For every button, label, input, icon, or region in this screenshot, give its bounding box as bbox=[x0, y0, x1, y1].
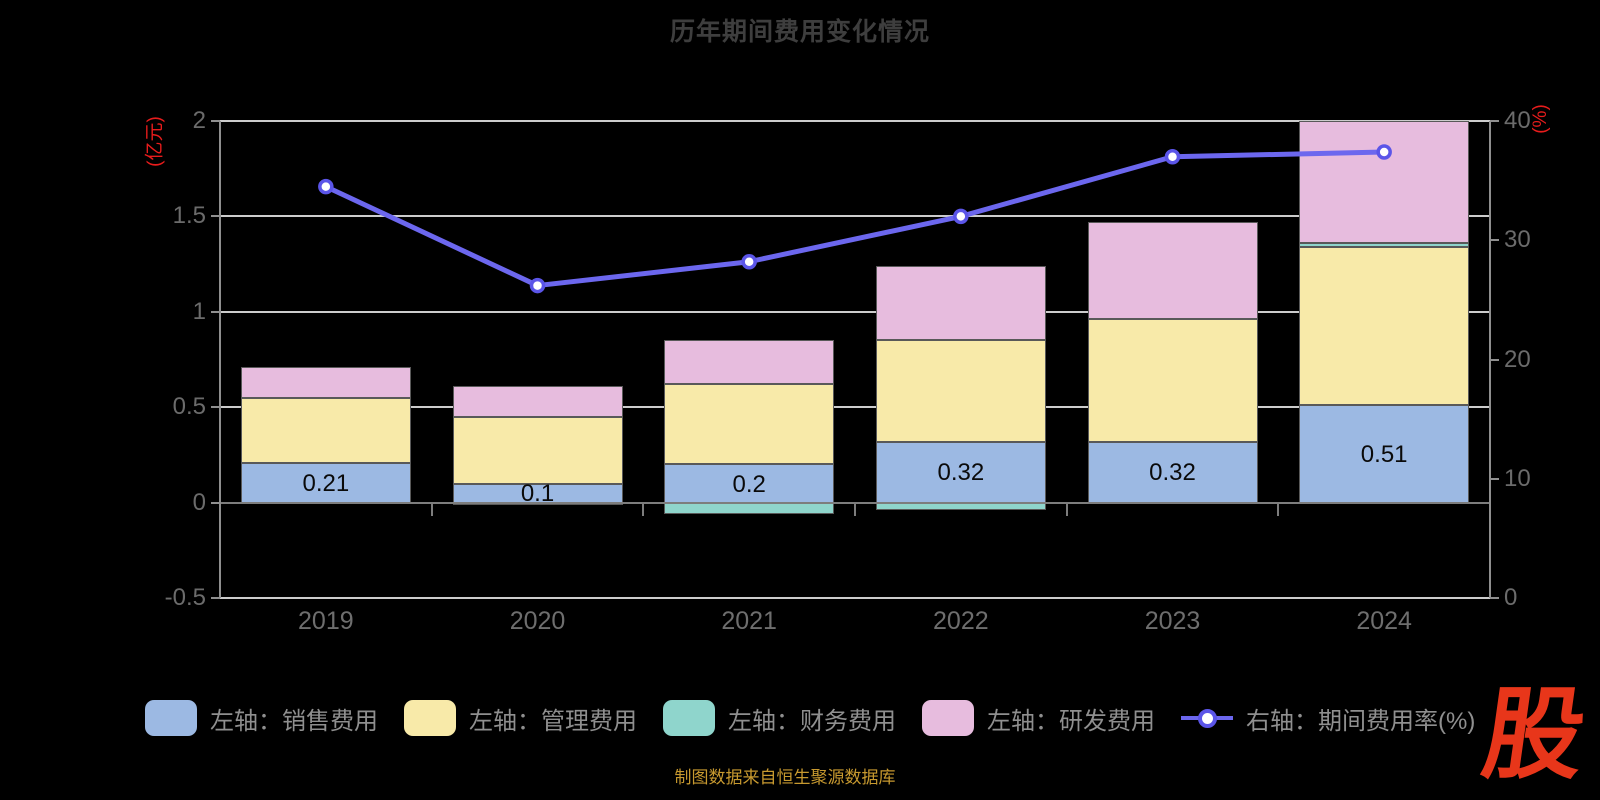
x-axis-tick bbox=[1277, 502, 1280, 516]
bar-segment[interactable] bbox=[240, 397, 411, 463]
x-axis-tick bbox=[1065, 502, 1068, 516]
x-axis-category-label: 2024 bbox=[1356, 607, 1412, 635]
right-axis-tick-label: 10 bbox=[1504, 464, 1531, 492]
bar-segment[interactable] bbox=[664, 384, 835, 465]
rnd-legend-swatch bbox=[922, 700, 974, 736]
legend-label: 左轴：研发费用 bbox=[987, 707, 1155, 735]
gridline bbox=[220, 215, 1490, 218]
line-data-point[interactable] bbox=[1164, 149, 1181, 165]
x-axis-category-label: 2022 bbox=[933, 607, 989, 635]
left-axis-tick-label: 0 bbox=[192, 488, 206, 516]
sales-legend-swatch bbox=[145, 700, 197, 736]
legend-item-sales[interactable]: 左轴：销售费用 bbox=[145, 700, 378, 736]
legend-item-finance[interactable]: 左轴：财务费用 bbox=[663, 700, 896, 736]
bar-segment[interactable] bbox=[452, 386, 623, 417]
management-legend-swatch bbox=[404, 700, 456, 736]
x-axis-tick bbox=[642, 502, 645, 516]
right-axis-tick-label: 30 bbox=[1504, 226, 1531, 254]
x-axis-category-label: 2021 bbox=[721, 607, 777, 635]
left-axis-tick-label: 0.5 bbox=[172, 393, 206, 421]
line-data-point[interactable] bbox=[1376, 144, 1392, 160]
right-axis-tick-label: 40 bbox=[1504, 107, 1531, 134]
legend-label: 右轴：期间费用率(%) bbox=[1246, 707, 1476, 735]
data-source-note: 制图数据来自恒生聚源数据库 bbox=[674, 768, 896, 787]
legend-label: 左轴：财务费用 bbox=[728, 707, 896, 735]
left-axis-line bbox=[219, 121, 221, 598]
bar-segment[interactable] bbox=[1087, 441, 1258, 503]
left-axis-tick bbox=[211, 310, 220, 313]
line-data-point[interactable] bbox=[529, 277, 546, 294]
right-axis-tick-label: 0 bbox=[1504, 584, 1518, 611]
gridline bbox=[220, 597, 1490, 599]
line-data-point[interactable] bbox=[953, 208, 969, 225]
bar-value-label: 0.21 bbox=[302, 469, 350, 497]
left-axis-tick-label: 1.5 bbox=[172, 202, 206, 230]
bar-segment[interactable] bbox=[1299, 121, 1470, 244]
right-axis-tick bbox=[1490, 120, 1499, 122]
bar-value-label: 0.32 bbox=[937, 459, 985, 487]
bar-value-label: 0.51 bbox=[1360, 440, 1408, 468]
right-axis-tick bbox=[1490, 597, 1499, 599]
x-axis-category-label: 2019 bbox=[298, 607, 354, 635]
left-axis-tick-label: 1 bbox=[192, 297, 206, 325]
x-axis-category-label: 2020 bbox=[509, 607, 566, 635]
expense-ratio-line bbox=[324, 149, 1385, 289]
chart-title: 历年期间费用变化情况 bbox=[669, 18, 930, 46]
bar-segment[interactable] bbox=[875, 441, 1046, 503]
x-axis-category-label: 2023 bbox=[1144, 607, 1201, 635]
legend-item-rnd[interactable]: 左轴：研发费用 bbox=[922, 700, 1155, 736]
right-axis-tick bbox=[1490, 358, 1499, 361]
bar-segment[interactable] bbox=[875, 266, 1046, 341]
left-axis-tick-label: -0.5 bbox=[164, 584, 206, 611]
x-axis-tick bbox=[430, 502, 433, 516]
x-axis-tick bbox=[854, 502, 856, 516]
bar-segment[interactable] bbox=[452, 416, 623, 484]
legend-item-management[interactable]: 左轴：管理费用 bbox=[404, 700, 637, 736]
legend-label: 左轴：管理费用 bbox=[469, 707, 637, 735]
left-axis-tick bbox=[211, 501, 220, 504]
left-axis-tick bbox=[211, 215, 220, 218]
right-axis-tick bbox=[1490, 477, 1499, 480]
line-data-point[interactable] bbox=[318, 178, 334, 195]
bar-segment[interactable] bbox=[1299, 243, 1470, 247]
finance-legend-swatch bbox=[663, 700, 715, 736]
bar-value-label: 0.2 bbox=[732, 470, 766, 498]
gridline bbox=[220, 310, 1490, 313]
left-axis-tick bbox=[211, 406, 220, 409]
legend-item-expense-ratio[interactable]: 右轴：期间费用率(%) bbox=[1181, 700, 1475, 736]
left-axis-tick bbox=[211, 597, 220, 599]
left-axis-tick-label: 2 bbox=[192, 107, 206, 134]
legend: 左轴：销售费用 左轴：管理费用 左轴：财务费用 左轴：研发费用 右轴：期间费用率… bbox=[145, 700, 1475, 736]
bar-segment[interactable] bbox=[1087, 319, 1258, 442]
right-axis-tick-label: 20 bbox=[1504, 345, 1531, 373]
stock-logo: 股 bbox=[1476, 679, 1592, 791]
bar-segment[interactable] bbox=[1299, 246, 1470, 406]
right-axis-tick bbox=[1490, 239, 1499, 242]
bar-segment[interactable] bbox=[875, 340, 1046, 442]
line-data-point[interactable] bbox=[741, 253, 757, 270]
bar-segment[interactable] bbox=[1299, 405, 1470, 503]
gridline bbox=[220, 406, 1490, 409]
bar-value-label: 0.32 bbox=[1149, 459, 1196, 487]
bar-segment[interactable] bbox=[664, 340, 835, 385]
bar-segment[interactable] bbox=[240, 367, 411, 398]
gridline bbox=[220, 120, 1490, 122]
bar-segment[interactable] bbox=[1087, 222, 1258, 320]
legend-label: 左轴：销售费用 bbox=[210, 707, 378, 735]
line-series-marker-icon bbox=[1181, 700, 1233, 736]
left-axis-tick bbox=[211, 120, 220, 122]
